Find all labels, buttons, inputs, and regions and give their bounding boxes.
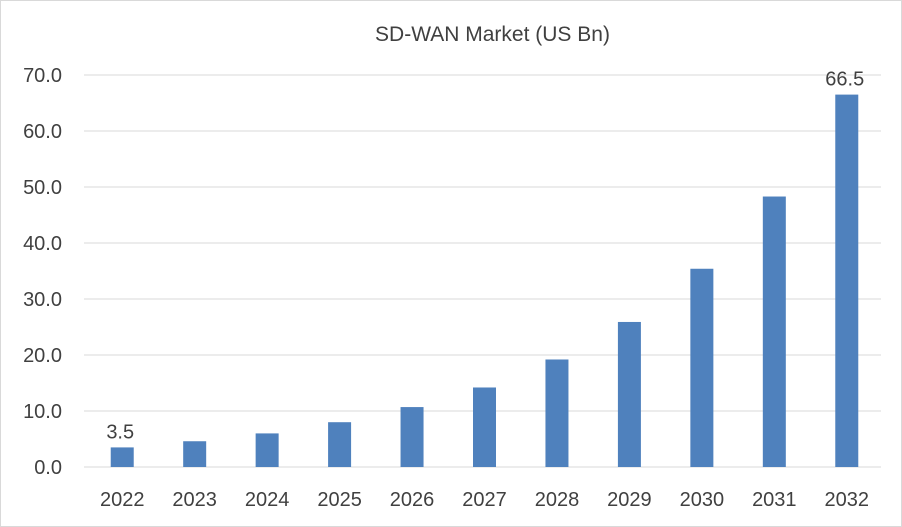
data-labels: 3.5 66.5 <box>106 69 864 444</box>
x-tick-label: 2027 <box>462 489 507 511</box>
y-tick-label: 30.0 <box>23 289 62 311</box>
x-tick-label: 2022 <box>100 489 145 511</box>
data-label: 66.5 <box>825 69 864 91</box>
x-axis-tick-labels: 2022 2023 2024 2025 2026 2027 2028 2029 2030 2031… <box>100 489 869 511</box>
y-tick-label: 70.0 <box>23 65 62 87</box>
bar-2025 <box>328 422 352 467</box>
bar-2024 <box>255 433 279 467</box>
bar-2032 <box>835 94 859 467</box>
bar-2028 <box>545 359 569 467</box>
bar-2026 <box>400 407 424 467</box>
x-tick-label: 2025 <box>317 489 362 511</box>
x-tick-label: 2029 <box>607 489 652 511</box>
chart-title: SD-WAN Market (US Bn) <box>375 23 610 46</box>
x-tick-label: 2026 <box>390 489 435 511</box>
data-label: 3.5 <box>106 421 134 443</box>
x-tick-label: 2032 <box>825 489 870 511</box>
x-tick-label: 2030 <box>680 489 725 511</box>
y-tick-label: 60.0 <box>23 121 62 143</box>
y-tick-label: 0.0 <box>34 457 62 479</box>
bar-2031 <box>762 196 786 467</box>
x-tick-label: 2028 <box>535 489 580 511</box>
y-tick-label: 50.0 <box>23 177 62 199</box>
bar-2030 <box>690 268 714 467</box>
bar-2029 <box>617 321 641 467</box>
y-tick-label: 40.0 <box>23 233 62 255</box>
x-tick-label: 2031 <box>752 489 797 511</box>
y-axis-tick-labels: 0.0 10.0 20.0 30.0 40.0 50.0 60.0 70.0 <box>23 65 62 479</box>
x-tick-label: 2023 <box>172 489 217 511</box>
bar-2027 <box>473 387 496 467</box>
y-tick-label: 10.0 <box>23 401 62 423</box>
bar-2022 <box>110 447 134 467</box>
bar-2023 <box>183 441 207 467</box>
y-tick-label: 20.0 <box>23 345 62 367</box>
gridlines <box>84 74 881 468</box>
x-tick-label: 2024 <box>245 489 290 511</box>
bars <box>110 94 859 467</box>
